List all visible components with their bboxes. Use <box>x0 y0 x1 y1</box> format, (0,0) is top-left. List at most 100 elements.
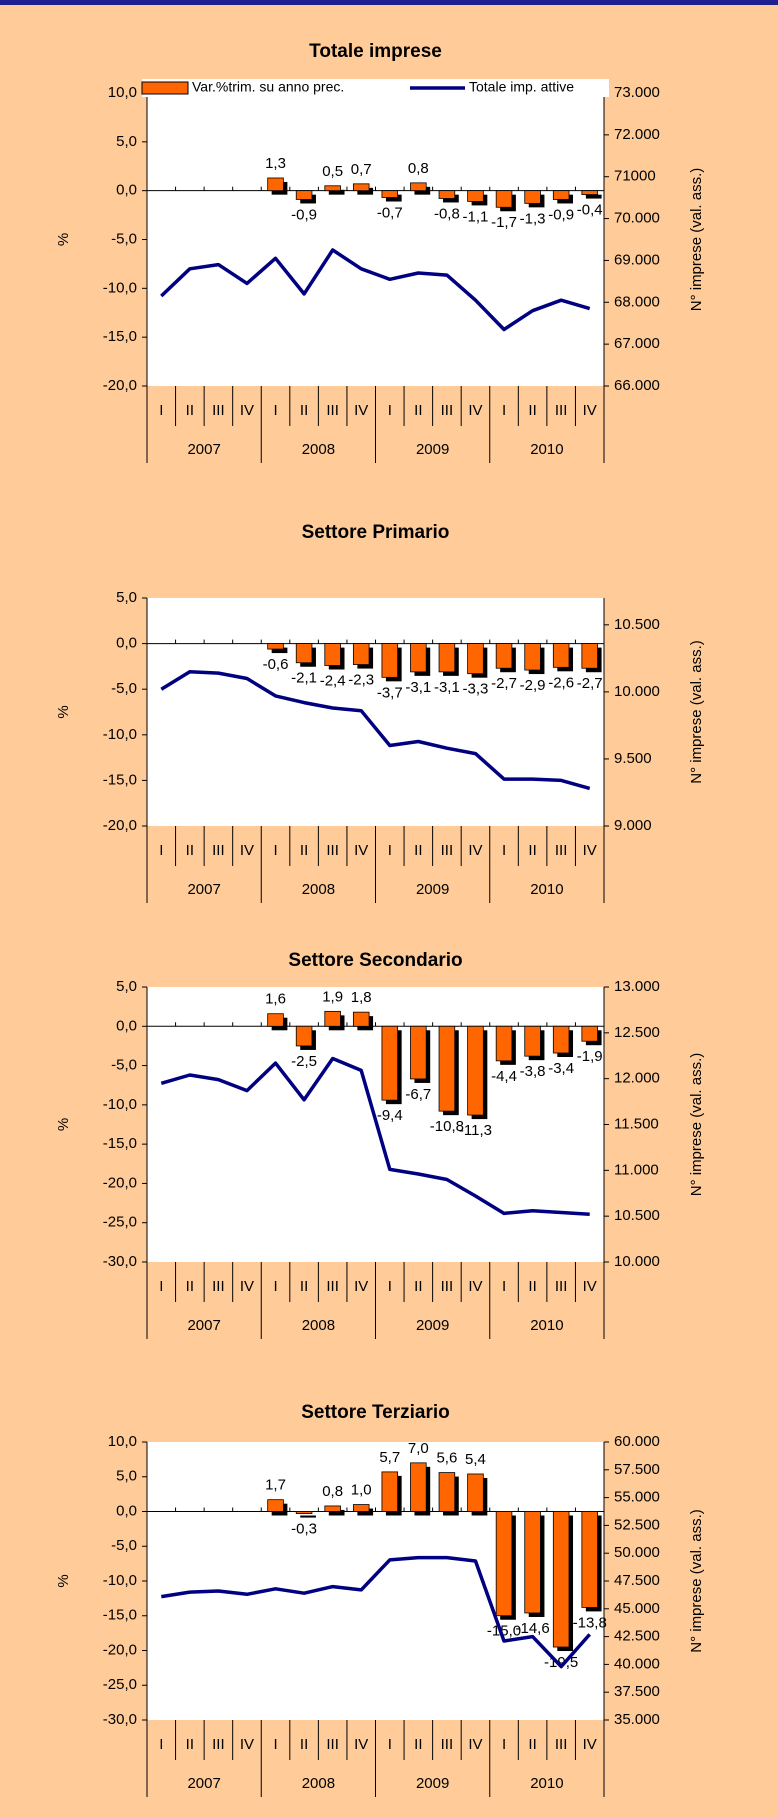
y-tick-label: -20,0 <box>103 377 137 394</box>
x-group-label: 2009 <box>416 1775 449 1792</box>
y2-tick-label: 67.000 <box>614 335 660 352</box>
y2-tick-label: 10.500 <box>614 1207 660 1224</box>
bar <box>352 1011 370 1027</box>
y-tick-label: 10,0 <box>108 1433 137 1450</box>
bar <box>581 1511 598 1608</box>
data-label: 7,0 <box>408 1440 429 1457</box>
x-tick-label: IV <box>240 1278 254 1295</box>
x-tick-label: II <box>414 1278 422 1295</box>
x-tick-label: II <box>300 1736 308 1753</box>
data-label: -0,7 <box>377 204 403 221</box>
chart-title: Totale imprese <box>309 41 442 62</box>
plot-area <box>147 598 604 826</box>
x-tick-label: I <box>159 1278 163 1295</box>
data-label: 0,8 <box>408 160 429 177</box>
y2-tick-label: 9.000 <box>614 817 652 834</box>
bar <box>495 1511 513 1617</box>
x-tick-label: II <box>414 402 422 419</box>
data-label: -15,0 <box>487 1623 521 1640</box>
x-tick-label: III <box>212 842 225 859</box>
y-tick-label: -30,0 <box>103 1253 137 1270</box>
data-label: -0,3 <box>291 1521 317 1538</box>
y-tick-label: -10,0 <box>103 1096 137 1113</box>
y2-tick-label: 72.000 <box>614 126 660 143</box>
data-label: -2,7 <box>491 675 517 692</box>
y2-tick-label: 37.500 <box>614 1683 660 1700</box>
bar <box>438 1025 456 1112</box>
x-tick-label: IV <box>240 842 254 859</box>
data-label: 1,9 <box>322 988 343 1005</box>
x-group-label: 2010 <box>530 1775 563 1792</box>
bar <box>438 190 456 199</box>
x-tick-label: I <box>159 1736 163 1753</box>
x-tick-label: II <box>300 1278 308 1295</box>
x-tick-label: III <box>441 402 454 419</box>
y-tick-label: -15,0 <box>103 1135 137 1152</box>
x-group-label: 2010 <box>530 1317 563 1334</box>
x-group-label: 2008 <box>302 1775 335 1792</box>
bar <box>267 643 284 650</box>
y2-tick-label: 60.000 <box>614 1433 660 1450</box>
x-tick-label: I <box>502 1278 506 1295</box>
data-label: -2,7 <box>577 675 603 692</box>
x-group-label: 2010 <box>530 441 563 458</box>
y2-tick-label: 35.000 <box>614 1711 660 1728</box>
bar <box>324 643 341 666</box>
x-tick-label: IV <box>468 842 482 859</box>
bar <box>581 643 598 669</box>
x-group-label: 2008 <box>302 441 335 458</box>
y-tick-label: -15,0 <box>103 1607 137 1624</box>
chart: Settore Primario 5,0 0,0 -5,0 -10,0 -15,0 -20,… <box>55 522 705 903</box>
data-label: -10,8 <box>430 1118 464 1135</box>
y-axis-label: % <box>55 705 72 718</box>
x-tick-label: III <box>326 1278 339 1295</box>
x-group-label: 2007 <box>187 1775 220 1792</box>
bar <box>524 1511 541 1614</box>
data-label: 1,3 <box>265 155 286 172</box>
y-tick-label: -10,0 <box>103 279 137 296</box>
data-label: -9,4 <box>377 1107 403 1124</box>
y-tick-label: -15,0 <box>103 771 137 788</box>
y-tick-label: 5,0 <box>116 133 137 150</box>
x-tick-label: III <box>212 1736 225 1753</box>
x-tick-label: IV <box>240 402 254 419</box>
x-tick-label: IV <box>583 842 597 859</box>
y-tick-label: -5,0 <box>111 1537 137 1554</box>
data-label: 1,6 <box>265 991 286 1008</box>
bar <box>324 1505 341 1512</box>
legend-label: Var.%trim. su anno prec. <box>192 79 344 95</box>
chart: Totale imprese 10,0 5,0 0,0 -5,0 -10,0 -15,0 -2… <box>55 41 705 463</box>
y2-axis-label: N° imprese (val. ass.) <box>688 1509 705 1653</box>
data-label: 1,8 <box>351 989 372 1006</box>
chart: Settore Secondario 5,0 0,0 -5,0 -10,0 -15,0 -2… <box>55 950 705 1339</box>
data-label: 1,0 <box>351 1482 372 1499</box>
y2-tick-label: 9.500 <box>614 750 652 767</box>
x-tick-label: I <box>502 1736 506 1753</box>
legend-label: Totale imp. attive <box>469 79 574 95</box>
y2-axis-label: N° imprese (val. ass.) <box>688 168 705 312</box>
y-tick-label: -10,0 <box>103 1572 137 1589</box>
bar <box>267 1499 284 1512</box>
y-tick-label: -15,0 <box>103 328 137 345</box>
x-tick-label: II <box>186 402 194 419</box>
bar-shadow <box>357 187 374 195</box>
y-tick-label: 5,0 <box>116 978 137 995</box>
y2-tick-label: 40.000 <box>614 1655 660 1672</box>
x-tick-label: III <box>555 842 568 859</box>
data-label: -4,4 <box>491 1068 517 1085</box>
y2-tick-label: 69.000 <box>614 251 660 268</box>
x-tick-label: II <box>528 1736 536 1753</box>
x-group-label: 2010 <box>530 881 563 898</box>
x-tick-label: IV <box>354 402 368 419</box>
x-tick-label: I <box>388 1736 392 1753</box>
x-tick-label: IV <box>354 1278 368 1295</box>
data-label: -19,5 <box>544 1654 578 1671</box>
data-label: -2,5 <box>291 1053 317 1070</box>
data-label: -1,1 <box>463 208 489 225</box>
x-tick-label: III <box>326 1736 339 1753</box>
x-group-label: 2007 <box>187 1317 220 1334</box>
data-label: -3,3 <box>463 681 489 698</box>
bar <box>352 183 370 192</box>
bar <box>352 1504 370 1512</box>
